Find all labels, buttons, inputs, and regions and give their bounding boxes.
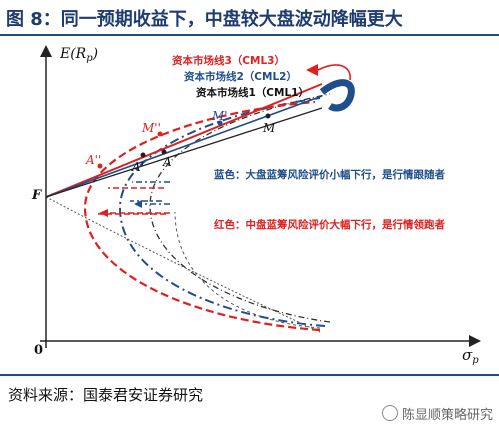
point-a — [161, 149, 167, 155]
arrowhead-red-top — [99, 209, 108, 217]
red-note: 红色：中盘蓝筹风险评价大幅下行，是行情领跑者 — [214, 218, 445, 231]
wechat-icon — [381, 405, 398, 421]
arrowhead-blue-top — [134, 200, 142, 208]
point-m-label: M — [262, 121, 276, 135]
x-axis-label: σp — [462, 346, 479, 366]
point-m1 — [217, 120, 223, 126]
rotation-arrow-blue — [319, 79, 355, 112]
source-divider — [0, 374, 499, 376]
frontier-diagram: E(Rp) σp 0 F A'' A' A M'' M' M 资本市场线3（CM… — [31, 45, 481, 366]
source-text: 资料来源：国泰君安证券研究 — [8, 386, 204, 404]
frontier-red — [83, 100, 321, 332]
blue-note: 蓝色：大盘蓝筹风险评价小幅下行，是行情跟随者 — [214, 168, 445, 181]
figure-title: 图 8：同一预期收益下，中盘较大盘波动降幅更大 — [6, 9, 403, 30]
cml2-line — [45, 95, 323, 198]
point-a1 — [140, 152, 146, 158]
point-m1-label: M' — [211, 109, 228, 123]
point-m2-label: M'' — [141, 121, 161, 135]
cml3-line — [45, 83, 323, 198]
cml2-label: 资本市场线2（CML2） — [184, 70, 297, 83]
point-a2 — [97, 163, 103, 169]
point-a1-label: A' — [131, 160, 144, 174]
point-m — [265, 113, 271, 119]
point-f-label: F — [31, 188, 42, 203]
frontier-inner — [174, 211, 321, 329]
watermark-text: 陈显顺策略研究 — [401, 408, 493, 423]
title-bar: 图 8：同一预期收益下，中盘较大盘波动降幅更大 — [0, 0, 499, 36]
rotation-arrow-red — [317, 64, 351, 81]
point-a-label: A — [162, 155, 172, 169]
watermark: 陈显顺策略研究 — [381, 404, 493, 423]
point-m2 — [157, 131, 163, 137]
point-a2-label: A'' — [85, 153, 101, 167]
origin-label: 0 — [34, 343, 43, 358]
cml1-label: 资本市场线1（CML1） — [196, 86, 309, 99]
cml3-label: 资本市场线3（CML3） — [172, 54, 285, 67]
y-axis-label: E(Rp) — [59, 46, 98, 64]
cml1-line — [45, 107, 323, 198]
rotation-arrowhead-red — [306, 64, 318, 76]
lower-asymptote — [45, 196, 321, 333]
frontier-blue — [118, 97, 326, 327]
